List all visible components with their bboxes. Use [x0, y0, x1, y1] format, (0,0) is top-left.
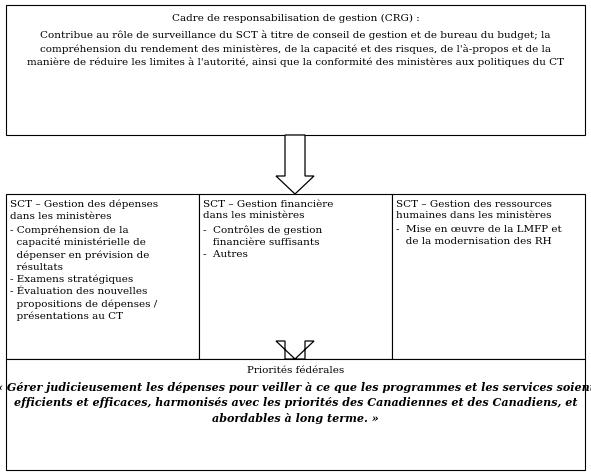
Bar	[6, 195, 199, 359]
Polygon shape	[276, 341, 314, 359]
Text: Cadre de responsabilisation de gestion (CRG) :: Cadre de responsabilisation de gestion (…	[171, 14, 420, 23]
Polygon shape	[276, 136, 314, 195]
Bar	[6, 359, 585, 470]
Bar	[199, 195, 392, 359]
Text: - Compréhension de la
  capacité ministérielle de
  dépenser en prévision de
  r: - Compréhension de la capacité ministéri…	[10, 225, 157, 320]
Text: -  Mise en œuvre de la LMFP et
   de la modernisation des RH: - Mise en œuvre de la LMFP et de la mode…	[396, 225, 562, 246]
Bar	[392, 195, 585, 359]
Text: SCT – Gestion financière
dans les ministères: SCT – Gestion financière dans les minist…	[203, 199, 333, 219]
Text: SCT – Gestion des dépenses
dans les ministères: SCT – Gestion des dépenses dans les mini…	[10, 199, 158, 220]
Bar	[6, 6, 585, 136]
Text: « Gérer judicieusement les dépenses pour veiller à ce que les programmes et les : « Gérer judicieusement les dépenses pour…	[0, 381, 591, 423]
Text: -  Contrôles de gestion
   financière suffisants
-  Autres: - Contrôles de gestion financière suffis…	[203, 225, 322, 258]
Text: SCT – Gestion des ressources
humaines dans les ministères: SCT – Gestion des ressources humaines da…	[396, 199, 552, 219]
Text: Priorités fédérales: Priorités fédérales	[247, 365, 344, 374]
Text: Contribue au rôle de surveillance du SCT à titre de conseil de gestion et de bur: Contribue au rôle de surveillance du SCT…	[27, 30, 564, 67]
